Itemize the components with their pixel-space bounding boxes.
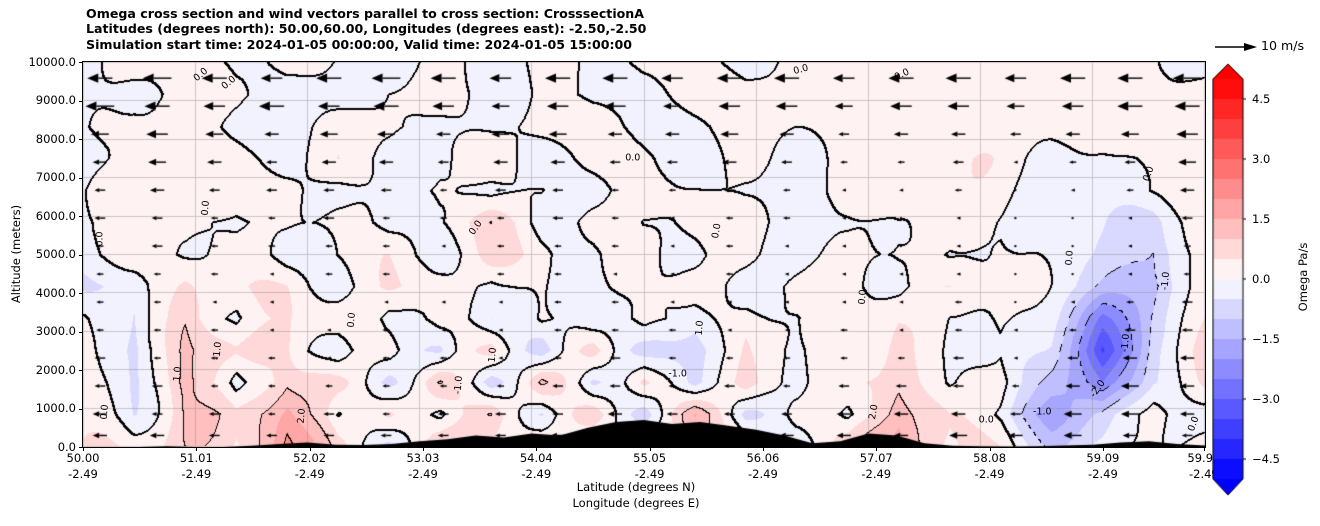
x-tick-label: 56.06 -2.49 [746,451,779,482]
colorbar-tick-label: 4.5 [1252,92,1271,106]
x-tick-mark [649,447,651,451]
y-tick-mark [79,293,83,294]
y-tick-label: 2000.0 [35,362,76,377]
y-tick-label: 10000.0 [28,54,76,69]
colorbar-tick-label: −4.5 [1252,452,1280,466]
x-tick-label: 55.05 -2.49 [633,451,666,482]
y-tick-label: 0.0 [57,439,76,454]
x-tick-latitude: 55.05 [633,451,667,465]
plot-area: 0.0 0.0 0.0 0.0 0.0 0.0 0.0 0.0 0.0 0.0 0.0 0.0 1.0-… [82,61,1206,448]
colorbar-tick-label: 1.5 [1252,212,1271,226]
x-tick-mark [196,447,198,451]
x-tick-label: 52.02 -2.49 [293,451,326,482]
x-tick-longitude: -2.49 [1088,466,1118,481]
y-tick-mark [79,254,83,256]
y-tick-label: 6000.0 [35,208,76,223]
x-tick-mark [762,447,764,451]
y-tick-mark [79,408,83,410]
x-tick-label: 54.04 -2.49 [520,451,553,482]
x-tick-longitude: -2.49 [68,466,98,481]
x-tick-mark [989,447,991,451]
y-tick-label: 7000.0 [35,170,76,184]
x-tick-longitude: -2.49 [181,466,212,481]
x-tick-mark [1203,447,1205,451]
y-tick-mark [79,177,83,179]
title-line-3: Simulation start time: 2024-01-05 00:00:… [86,36,633,52]
x-tick-mark [536,447,538,451]
x-tick-latitude: 57.07 [859,451,893,465]
x-tick-mark [876,447,878,451]
x-axis-label-latitude: Latitude (degrees N) [576,480,696,494]
x-tick-longitude: -2.49 [408,466,438,481]
y-tick-mark [79,62,83,63]
y-tick-mark [79,216,83,217]
figure-title: Omega cross section and wind vectors par… [86,6,646,52]
x-tick-latitude: 52.02 [293,451,327,465]
x-tick-latitude: 51.01 [179,451,213,465]
y-tick-mark [79,100,83,102]
x-tick-label: 50.00 -2.49 [67,451,100,482]
x-tick-label: 59.09 -2.49 [1086,451,1119,482]
title-line-2: Latitudes (degrees north): 50.00,60.00, … [86,21,647,37]
x-tick-mark [309,447,311,451]
y-tick-label: 9000.0 [35,93,76,107]
x-tick-label: 57.07 -2.49 [860,451,893,482]
x-tick-latitude: 53.03 [406,451,440,465]
x-tick-longitude: -2.49 [748,466,778,481]
colorbar-tick-label: −1.5 [1252,332,1280,346]
x-tick-latitude: 56.06 [746,451,780,465]
y-tick-label: 1000.0 [35,401,76,415]
y-tick-label: 5000.0 [35,247,76,261]
x-tick-latitude: 58.08 [973,451,1007,465]
omega-cross-section-canvas [83,62,1205,447]
x-tick-mark [1102,447,1104,451]
quiver-key-label: 10 m/s [1261,38,1305,53]
x-tick-longitude: -2.49 [294,466,325,481]
x-tick-latitude: 59.09 [1086,451,1120,465]
x-tick-latitude: 54.04 [519,451,553,465]
title-line-1: Omega cross section and wind vectors par… [86,6,645,21]
x-tick-longitude: -2.49 [1188,466,1219,481]
colorbar [1212,60,1246,500]
y-tick-label: 8000.0 [35,131,76,146]
y-tick-label: 4000.0 [35,285,76,300]
x-tick-longitude: -2.49 [861,466,892,481]
colorbar-tick-label: 0.0 [1252,272,1271,286]
colorbar-tick-label: 3.0 [1252,152,1271,166]
x-tick-mark [422,447,424,451]
colorbar-label: Omega Pa/s [1296,242,1310,312]
y-tick-mark [79,139,83,140]
x-tick-longitude: -2.49 [974,466,1005,481]
y-tick-mark [79,331,83,333]
x-tick-longitude: -2.49 [521,466,552,481]
x-tick-mark [83,447,84,451]
colorbar-tick-label: −3.0 [1252,392,1280,406]
y-tick-mark [79,447,83,448]
x-tick-label: 58.08 -2.49 [973,451,1006,482]
y-tick-mark [79,370,83,371]
x-tick-longitude: -2.49 [634,466,665,481]
x-tick-label: 53.03 -2.49 [406,451,439,482]
quiver-key-arrow-icon [1215,43,1257,51]
y-axis-label: Altitude (meters) [9,204,23,304]
x-tick-label: 51.01 -2.49 [180,451,213,482]
x-axis-label-longitude: Longitude (degrees E) [572,496,700,510]
x-tick-latitude: 50.00 [66,451,100,465]
y-tick-label: 3000.0 [35,324,76,338]
